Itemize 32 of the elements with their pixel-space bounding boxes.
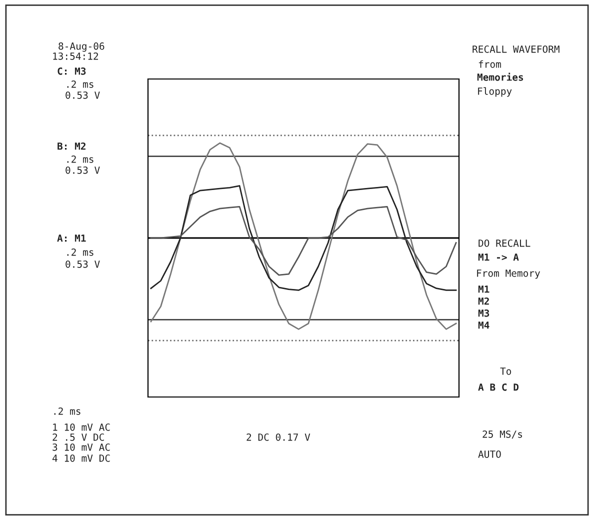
text: A B C D — [478, 383, 519, 391]
text: Floppy — [478, 87, 512, 97]
text: .2 ms — [67, 155, 94, 163]
text: 8-Aug-06 — [58, 42, 104, 52]
text: M1 — [478, 286, 490, 293]
text: RECALL WAVEFORM — [472, 45, 560, 53]
text: 0.53 V — [66, 260, 100, 268]
text: C: M3 — [58, 67, 86, 75]
text: .2 ms — [67, 248, 94, 256]
text: 3 10 mV AC — [52, 443, 110, 451]
text: From Memory — [477, 270, 540, 279]
text: B: M2 — [58, 142, 86, 150]
text: 2 DC 0.17 V — [246, 433, 310, 441]
text: A: M1 — [57, 234, 86, 242]
text: from — [478, 60, 501, 68]
text: 1 10 mV AC — [53, 423, 110, 431]
text: 2 .5 V DC — [52, 433, 104, 441]
text: 0.53 V — [66, 91, 100, 99]
text: M3 — [478, 309, 490, 317]
text: M1 -> A — [478, 254, 519, 261]
text: M2 — [478, 297, 489, 305]
text: 13:54:12 — [53, 52, 98, 60]
text: AUTO — [478, 450, 501, 458]
text: .2 ms — [67, 80, 94, 88]
text: M4 — [478, 322, 490, 329]
text: To — [500, 368, 512, 375]
text: DO RECALL — [478, 239, 530, 247]
text: 0.53 V — [66, 166, 100, 174]
text: .2 ms — [54, 407, 80, 415]
text: 4 10 mV DC — [52, 454, 110, 462]
text: Memories — [477, 72, 524, 81]
text: 25 MS/s — [482, 430, 522, 439]
